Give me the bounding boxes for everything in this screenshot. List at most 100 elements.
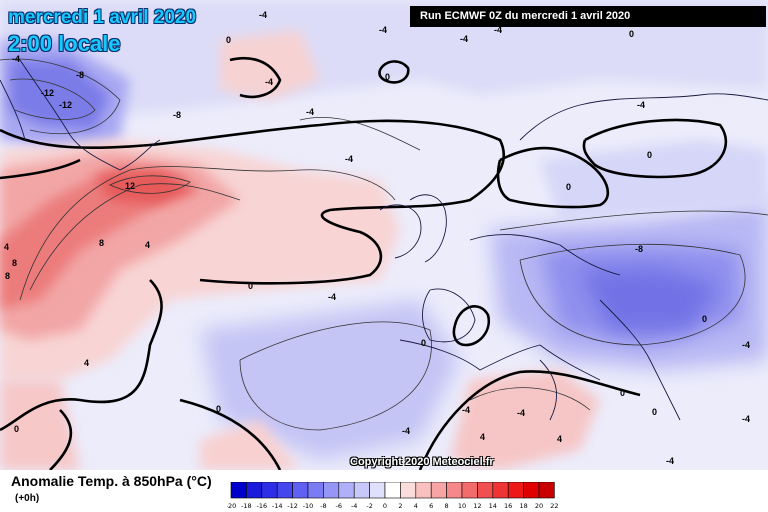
contour-label: -8 <box>173 110 181 120</box>
contour-label: -4 <box>494 25 502 35</box>
contour-label: 4 <box>480 432 485 442</box>
contour-label: -4 <box>12 54 20 64</box>
height-contour-11 <box>179 398 282 470</box>
coast-balkans <box>599 299 681 421</box>
color-scale-tick-label: -4 <box>351 502 357 510</box>
contour-label: 0 <box>216 404 221 414</box>
cold-zone-north <box>0 0 768 120</box>
contour-label: 8 <box>99 238 104 248</box>
color-swatch <box>461 482 478 499</box>
contour-label: 0 <box>620 388 625 398</box>
color-scale-tick-label: -14 <box>272 502 283 510</box>
contour-label: 4 <box>4 242 9 252</box>
warm-zone-africa <box>450 370 600 470</box>
coast-europe <box>469 234 621 276</box>
contour-label: 0 <box>226 35 231 45</box>
contour-label: 8 <box>12 258 17 268</box>
contour-label: 0 <box>421 338 426 348</box>
color-swatch <box>446 482 463 499</box>
contour-label: -4 <box>742 340 750 350</box>
coast-iberia-north <box>422 288 476 343</box>
height-contour-10 <box>49 409 73 470</box>
contour-label: 0 <box>629 29 634 39</box>
color-swatch <box>492 482 509 499</box>
color-swatch <box>246 482 263 499</box>
anomaly-shading <box>0 0 768 470</box>
color-swatch <box>276 482 293 499</box>
contour-8 <box>29 183 241 291</box>
height-contour-2 <box>0 158 81 180</box>
color-scale-tick-label: 4 <box>414 502 418 510</box>
height-contour-1 <box>0 119 506 285</box>
cold-zone-europe-core <box>580 268 720 330</box>
color-swatch <box>307 482 324 499</box>
color-scale-legend: -20-18-16-14-12-10-8-6-4-202468101214161… <box>227 482 559 510</box>
contour-label: -12 <box>41 88 54 98</box>
contour-12 <box>109 175 191 194</box>
contour-minus-8-europe <box>519 243 746 346</box>
contour-label: -4 <box>462 405 470 415</box>
anomaly-contours <box>0 58 768 431</box>
height-contour-6 <box>452 305 491 347</box>
contour-label: 0 <box>385 72 390 82</box>
contour-minus-4-atlantic <box>239 321 432 431</box>
contour-label: 4 <box>84 358 89 368</box>
color-scale-tick-label: 14 <box>489 502 497 510</box>
contour-minus-4-north <box>299 116 421 151</box>
cold-zone-atlantic <box>200 300 460 460</box>
color-scale-tick-label: -2 <box>366 502 372 510</box>
height-contour-4 <box>496 146 610 209</box>
color-swatch <box>353 482 370 499</box>
height-contour-7 <box>378 60 410 84</box>
height-contour-8 <box>418 370 641 470</box>
copyright-label: Copyright 2020 Meteociel.fr <box>350 456 494 468</box>
legend-footer: Anomalie Temp. à 850hPa (°C) (+0h) <box>0 470 768 512</box>
color-scale-tick-label: -10 <box>303 502 314 510</box>
cold-zone-greenland-core <box>10 60 110 130</box>
color-scale-tick-label: 16 <box>504 502 512 510</box>
color-swatch <box>430 482 447 499</box>
color-swatch <box>323 482 340 499</box>
contour-label: -4 <box>742 414 750 424</box>
color-scale-swatches <box>230 482 555 499</box>
warm-zone-north <box>220 30 320 100</box>
warm-zone-south <box>200 420 300 470</box>
color-swatch <box>400 482 417 499</box>
contour-label: 0 <box>702 314 707 324</box>
contour-label: -12 <box>59 100 72 110</box>
height-contour-9 <box>229 56 282 99</box>
contour-label: 0 <box>652 407 657 417</box>
contour-minus-12 <box>9 78 96 120</box>
color-scale-tick-label: -6 <box>336 502 342 510</box>
color-scale-tick-label: 2 <box>398 502 402 510</box>
color-swatch <box>415 482 432 499</box>
color-scale-tick-label: 6 <box>429 502 433 510</box>
contour-label: 0 <box>248 281 253 291</box>
contour-4 <box>19 166 396 301</box>
color-swatch <box>261 482 278 499</box>
contour-minus-4-europe <box>499 210 768 231</box>
color-scale-ticks: -20-18-16-14-12-10-8-6-4-202468101214161… <box>227 502 559 510</box>
contour-label: -8 <box>76 70 84 80</box>
temperature-anomaly-map: -4 0 -4 -4 -4 -8 -12 -12 -8 -4 -4 0 -4 0… <box>0 0 768 470</box>
contour-label: -4 <box>259 10 267 20</box>
color-scale-tick-label: -8 <box>320 502 326 510</box>
contour-label: -4 <box>517 408 525 418</box>
coast-ireland-uk <box>379 204 422 259</box>
contour-4-africa <box>469 387 591 411</box>
contour-label: -4 <box>345 154 353 164</box>
warm-zone-southwest <box>0 380 80 470</box>
contour-label: -4 <box>402 426 410 436</box>
color-swatch <box>507 482 524 499</box>
contour-label: -4 <box>328 292 336 302</box>
contour-label: -8 <box>635 244 643 254</box>
coast-greenland <box>19 59 161 171</box>
height-contour-3 <box>0 279 163 432</box>
color-scale-tick-label: -18 <box>241 502 252 510</box>
contour-label: -4 <box>666 456 674 466</box>
color-scale-tick-label: 12 <box>473 502 481 510</box>
color-scale-tick-label: -16 <box>256 502 267 510</box>
coast-italy <box>539 359 557 421</box>
contour-minus-8 <box>0 58 121 135</box>
